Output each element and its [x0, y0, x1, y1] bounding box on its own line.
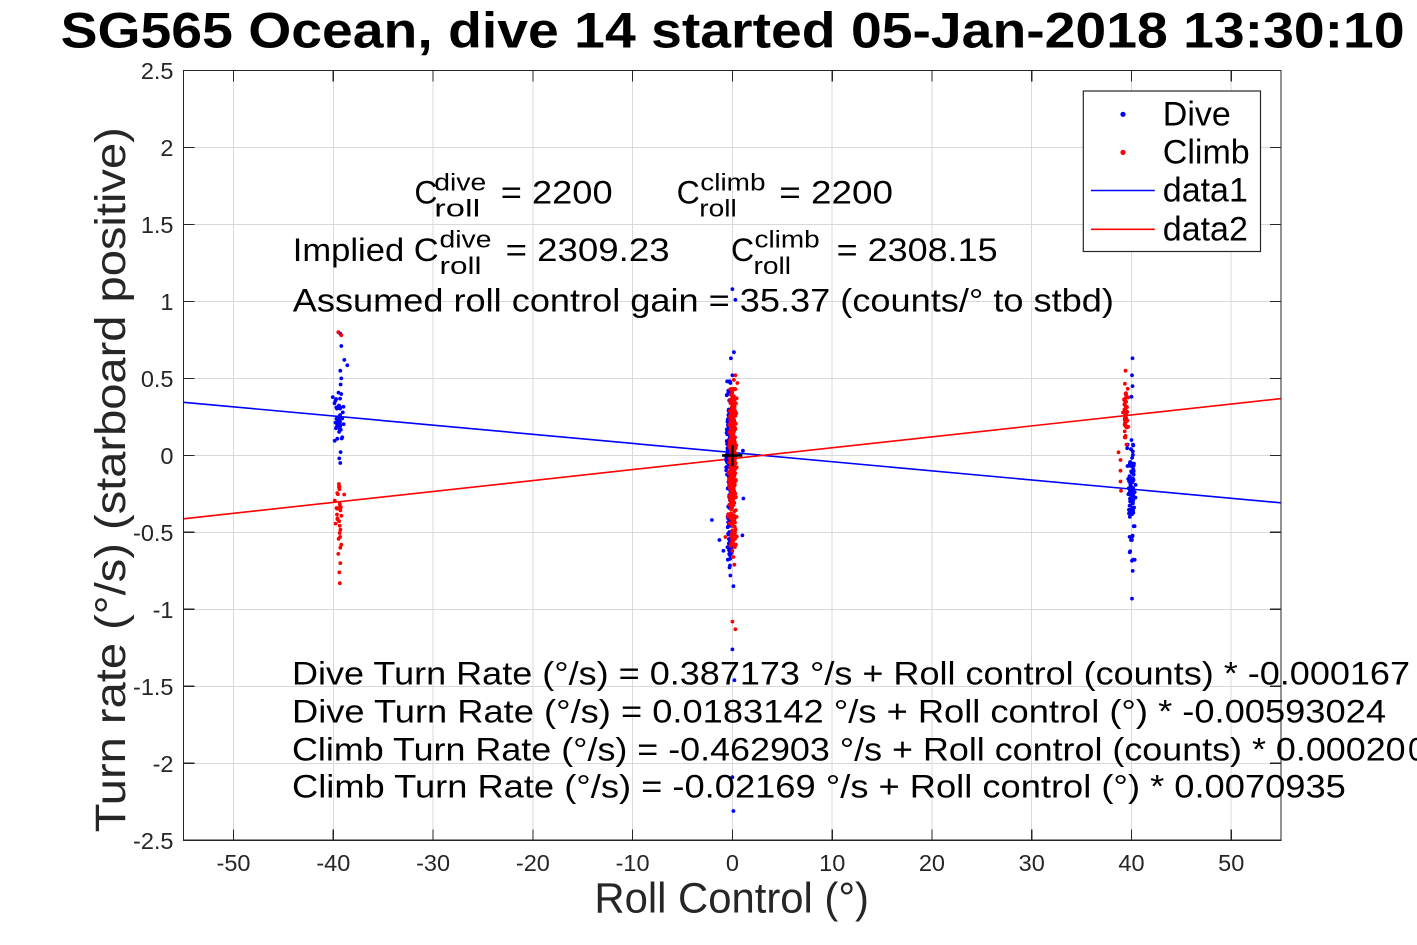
svg-text:10: 10	[819, 850, 845, 876]
svg-text:2: 2	[160, 135, 173, 161]
svg-text:Climb Turn Rate (°/s) = -0.021: Climb Turn Rate (°/s) = -0.02169 °/s + R…	[292, 769, 1346, 805]
svg-text:2.5: 2.5	[141, 58, 174, 84]
svg-text:data2: data2	[1163, 210, 1248, 248]
svg-text:Turn rate (°/s) (starboard pos: Turn rate (°/s) (starboard positive)	[88, 127, 135, 832]
svg-text:Climb: Climb	[1163, 133, 1250, 171]
svg-text:Roll Control (°): Roll Control (°)	[594, 876, 869, 923]
svg-text:-1: -1	[153, 597, 174, 623]
svg-text:-2: -2	[153, 751, 174, 777]
svg-text:data1: data1	[1163, 172, 1248, 210]
svg-text:-2.5: -2.5	[133, 828, 174, 854]
svg-text:roll: roll	[754, 253, 792, 280]
svg-text:20: 20	[919, 850, 945, 876]
svg-text:climb: climb	[755, 227, 820, 254]
svg-text:1: 1	[160, 289, 173, 315]
svg-text:1.5: 1.5	[141, 212, 174, 238]
svg-text:50: 50	[1218, 850, 1244, 876]
svg-text:0: 0	[726, 850, 739, 876]
svg-text:Dive Turn Rate (°/s) = 0.01831: Dive Turn Rate (°/s) = 0.0183142 °/s + R…	[292, 694, 1386, 730]
svg-text:0.5: 0.5	[141, 366, 174, 392]
svg-text:-20: -20	[516, 850, 550, 876]
svg-text:SG565 Ocean, dive 14 started 0: SG565 Ocean, dive 14 started 05-Jan-2018…	[61, 2, 1405, 58]
svg-text:C: C	[677, 175, 700, 211]
svg-text:-50: -50	[217, 850, 251, 876]
svg-text:Implied C: Implied C	[293, 232, 439, 268]
svg-text:= 2309.23: = 2309.23	[506, 232, 670, 268]
svg-text:40: 40	[1118, 850, 1144, 876]
svg-text:climb: climb	[700, 169, 765, 196]
svg-text:dive: dive	[434, 169, 486, 196]
svg-text:= 2200: = 2200	[501, 175, 613, 211]
svg-text:-1.5: -1.5	[133, 674, 174, 700]
svg-text:-0.5: -0.5	[133, 520, 174, 546]
svg-text:-40: -40	[316, 850, 350, 876]
svg-text:C: C	[731, 232, 754, 268]
svg-text:Assumed roll control gain = 35: Assumed roll control gain = 35.37 (count…	[293, 283, 1114, 319]
svg-text:-30: -30	[416, 850, 450, 876]
svg-text:Climb Turn Rate (°/s) = -0.462: Climb Turn Rate (°/s) = -0.462903 °/s + …	[292, 731, 1406, 767]
svg-text:roll: roll	[440, 253, 482, 280]
svg-text:= 2308.15: = 2308.15	[837, 232, 998, 268]
svg-text:30: 30	[1019, 850, 1045, 876]
svg-text:-10: -10	[616, 850, 650, 876]
svg-text:Dive: Dive	[1163, 95, 1231, 133]
svg-text:0: 0	[160, 443, 173, 469]
svg-text:C: C	[414, 175, 437, 211]
svg-text:06: 06	[1408, 731, 1417, 767]
svg-text:Dive Turn Rate (°/s) = 0.38717: Dive Turn Rate (°/s) = 0.387173 °/s + Ro…	[292, 655, 1410, 691]
svg-text:roll: roll	[699, 196, 737, 223]
svg-text:roll: roll	[434, 196, 480, 223]
svg-text:dive: dive	[440, 227, 492, 254]
svg-text:= 2200: = 2200	[779, 175, 893, 211]
